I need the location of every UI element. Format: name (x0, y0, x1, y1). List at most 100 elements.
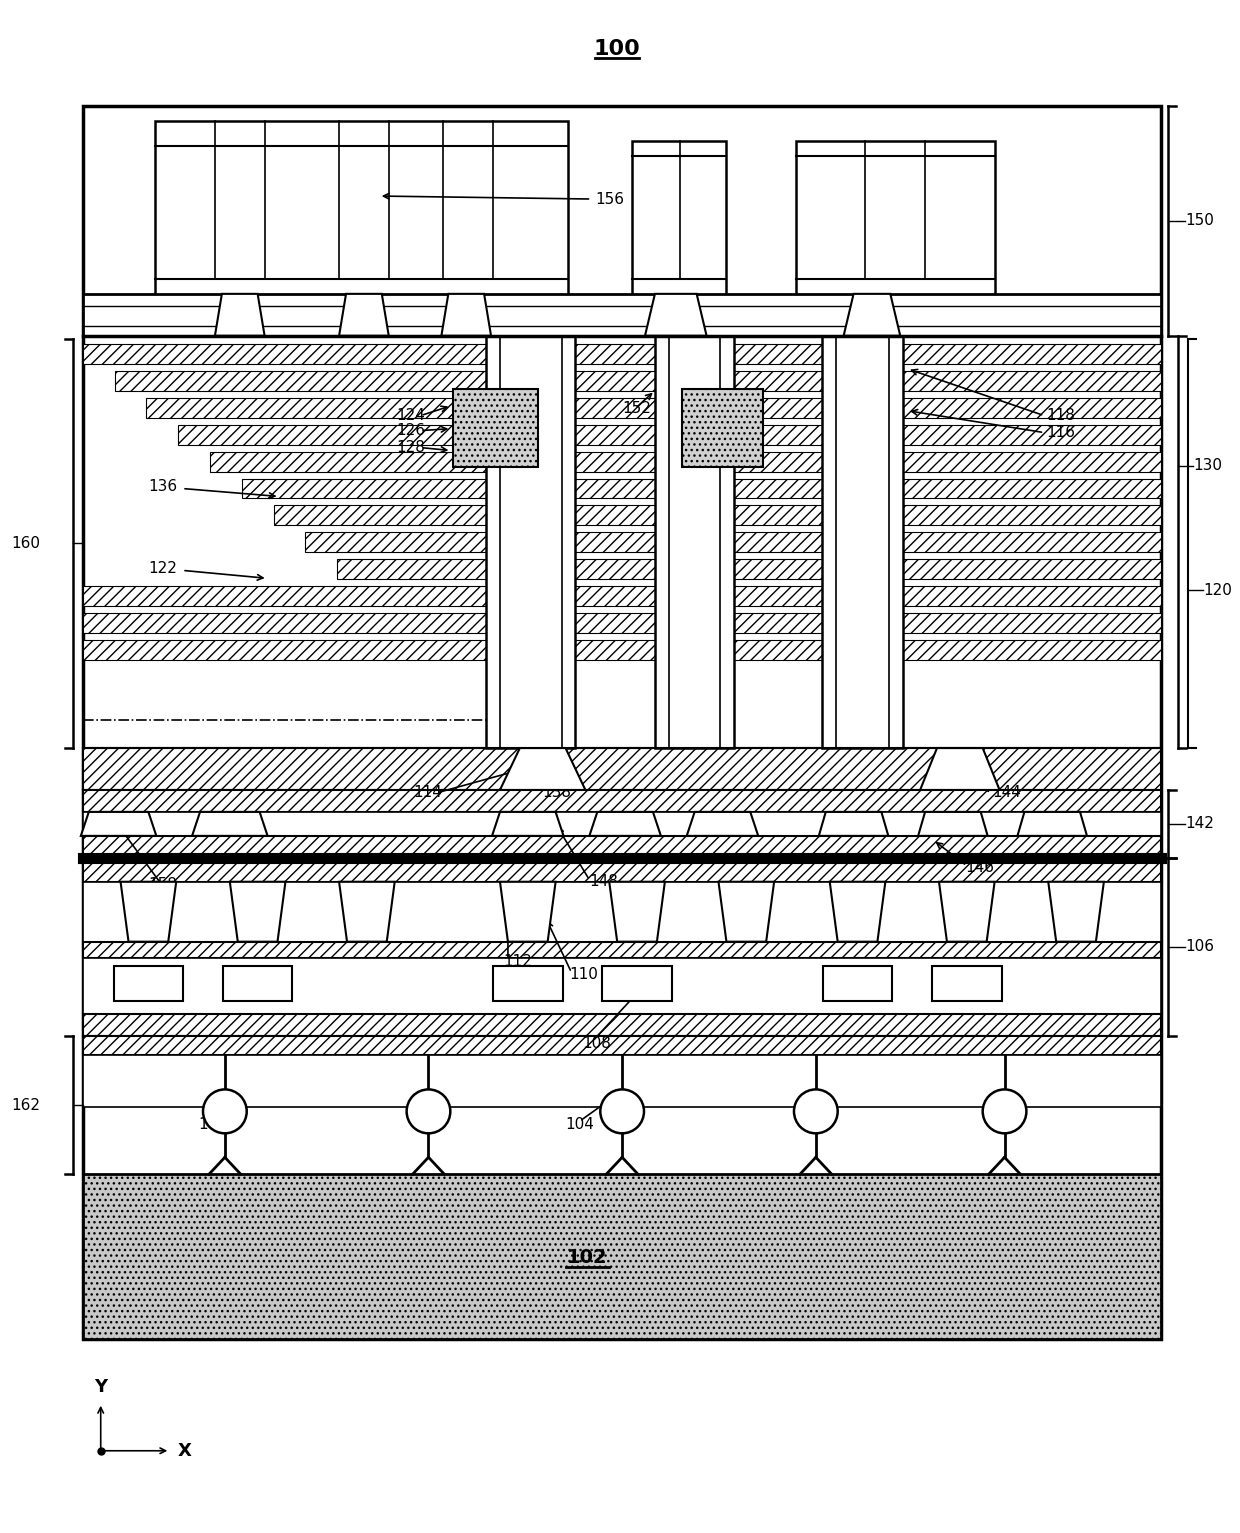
Polygon shape (120, 881, 176, 941)
Bar (823, 966, 893, 1001)
Polygon shape (687, 812, 758, 835)
Polygon shape (589, 812, 661, 835)
Text: 146: 146 (965, 860, 993, 875)
Bar (114, 371, 1162, 391)
Bar (83, 881, 1162, 941)
Polygon shape (645, 294, 707, 336)
Text: Y: Y (94, 1378, 108, 1397)
Text: 106: 106 (1185, 940, 1214, 954)
Bar (223, 966, 293, 1001)
Bar (155, 121, 568, 296)
Bar (83, 613, 1162, 633)
Bar (83, 586, 1162, 606)
Bar (486, 336, 575, 748)
Bar (83, 1013, 1162, 1035)
Bar (83, 1174, 1162, 1338)
Polygon shape (500, 881, 556, 941)
Bar (83, 106, 1162, 1338)
Text: 122: 122 (149, 561, 177, 576)
Text: 124: 124 (397, 408, 425, 423)
Bar (454, 389, 538, 466)
Polygon shape (843, 294, 900, 336)
Bar (494, 966, 563, 1001)
Polygon shape (920, 748, 999, 789)
Text: 116: 116 (1047, 425, 1075, 440)
Polygon shape (192, 812, 268, 835)
Bar (822, 336, 903, 748)
Bar (682, 389, 763, 466)
Text: 120: 120 (1203, 583, 1233, 598)
Bar (603, 966, 672, 1001)
Text: 100: 100 (594, 40, 641, 60)
Text: 130: 130 (1193, 458, 1223, 474)
Circle shape (982, 1090, 1027, 1133)
Polygon shape (441, 294, 491, 336)
Circle shape (600, 1090, 644, 1133)
Circle shape (203, 1090, 247, 1133)
Circle shape (794, 1090, 838, 1133)
Polygon shape (339, 881, 394, 941)
Text: 138: 138 (543, 785, 572, 800)
Bar (796, 141, 994, 296)
Bar (83, 641, 1162, 661)
Bar (242, 478, 1162, 498)
Polygon shape (609, 881, 665, 941)
Polygon shape (215, 294, 264, 336)
Bar (83, 1056, 1162, 1107)
Polygon shape (1048, 881, 1104, 941)
Text: 132: 132 (516, 443, 544, 458)
Bar (655, 336, 734, 748)
Text: 104: 104 (198, 1118, 227, 1131)
Bar (274, 506, 1162, 526)
Text: 144: 144 (993, 785, 1022, 800)
Bar (146, 397, 1162, 417)
Text: 142: 142 (1185, 817, 1214, 831)
Bar (114, 966, 184, 1001)
Bar (83, 294, 1162, 336)
Polygon shape (939, 881, 994, 941)
Polygon shape (818, 812, 888, 835)
Polygon shape (500, 748, 585, 789)
Polygon shape (339, 294, 389, 336)
Text: 112: 112 (503, 954, 532, 969)
Text: X: X (177, 1441, 191, 1459)
Text: 128: 128 (397, 440, 425, 455)
Text: 114: 114 (414, 785, 443, 800)
Text: 158: 158 (149, 877, 177, 892)
Bar (337, 560, 1162, 579)
Bar (632, 141, 727, 296)
Bar (83, 343, 1162, 363)
Bar (83, 812, 1162, 835)
Text: 102: 102 (567, 1248, 608, 1266)
Text: 136: 136 (149, 478, 177, 494)
Polygon shape (81, 812, 156, 835)
Polygon shape (492, 812, 563, 835)
Text: 110: 110 (569, 967, 599, 983)
Polygon shape (229, 881, 285, 941)
Bar (83, 1035, 1162, 1056)
Text: 140: 140 (516, 408, 544, 423)
Text: 104: 104 (565, 1118, 594, 1131)
Text: 154: 154 (697, 346, 725, 362)
Polygon shape (918, 812, 987, 835)
Text: 118: 118 (1047, 408, 1075, 423)
Text: 162: 162 (11, 1098, 41, 1113)
Bar (179, 425, 1162, 445)
Bar (83, 958, 1162, 1013)
Text: 156: 156 (595, 192, 624, 207)
Text: 134: 134 (684, 438, 714, 454)
Bar (932, 966, 1002, 1001)
Bar (83, 835, 1162, 858)
Text: 126: 126 (397, 423, 425, 438)
Polygon shape (718, 881, 774, 941)
Polygon shape (1018, 812, 1087, 835)
Text: 150: 150 (1185, 213, 1214, 228)
Bar (210, 452, 1162, 472)
Text: 148: 148 (589, 874, 619, 889)
Bar (305, 532, 1162, 552)
Text: 152: 152 (622, 402, 651, 415)
Circle shape (407, 1090, 450, 1133)
Polygon shape (830, 881, 885, 941)
Bar (83, 748, 1162, 789)
Bar (83, 941, 1162, 958)
